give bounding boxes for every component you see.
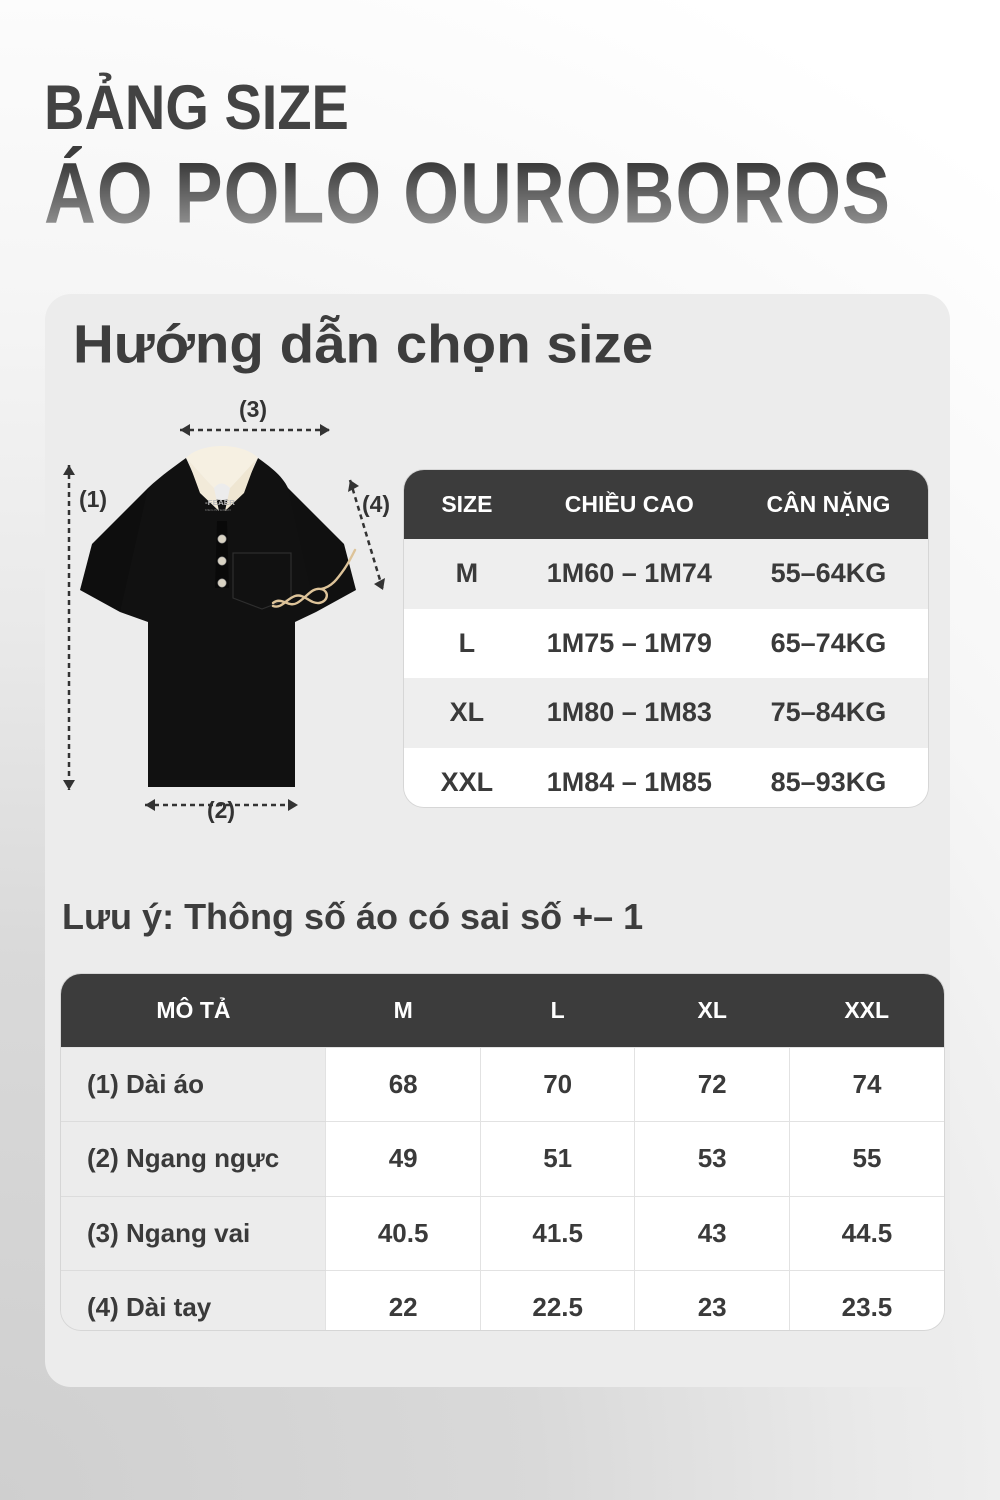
svg-text:(3): (3) [239,396,267,422]
svg-text:REGISTERED: REGISTERED [205,508,232,512]
svg-text:(2): (2) [207,797,235,823]
svg-text:-FEAER: -FEAER [205,500,235,507]
svg-text:(4): (4) [362,491,390,517]
svg-text:(1): (1) [79,486,107,512]
